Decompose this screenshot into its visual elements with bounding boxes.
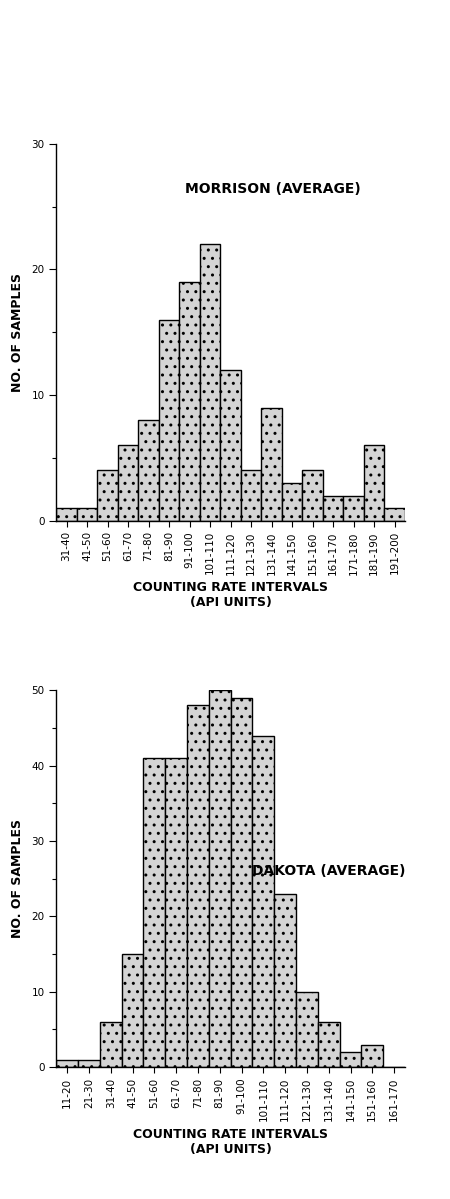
Bar <box>165 758 187 1067</box>
Bar <box>187 705 209 1067</box>
Bar <box>118 445 138 520</box>
Bar <box>138 420 159 520</box>
Bar <box>200 245 220 520</box>
Bar <box>361 1044 383 1067</box>
Bar <box>122 954 144 1067</box>
Text: DAKOTA (AVERAGE): DAKOTA (AVERAGE) <box>252 864 405 878</box>
Bar <box>296 992 318 1067</box>
Y-axis label: NO. OF SAMPLES: NO. OF SAMPLES <box>11 273 24 392</box>
Bar <box>159 320 180 520</box>
Bar <box>343 495 364 520</box>
Bar <box>56 508 77 520</box>
Bar <box>261 408 282 520</box>
Bar <box>340 1052 361 1067</box>
Bar <box>252 735 274 1067</box>
Bar <box>100 1022 122 1067</box>
Bar <box>230 698 252 1067</box>
Bar <box>384 508 405 520</box>
Bar <box>241 470 261 520</box>
X-axis label: COUNTING RATE INTERVALS
(API UNITS): COUNTING RATE INTERVALS (API UNITS) <box>133 1128 328 1156</box>
Bar <box>302 470 323 520</box>
Bar <box>282 483 302 520</box>
Bar <box>97 470 118 520</box>
Bar <box>318 1022 340 1067</box>
Bar <box>220 370 241 520</box>
Bar <box>209 691 230 1067</box>
X-axis label: COUNTING RATE INTERVALS
(API UNITS): COUNTING RATE INTERVALS (API UNITS) <box>133 582 328 609</box>
Bar <box>180 282 200 520</box>
Bar <box>274 893 296 1067</box>
Bar <box>323 495 343 520</box>
Bar <box>144 758 165 1067</box>
Bar <box>78 1060 100 1067</box>
Text: MORRISON (AVERAGE): MORRISON (AVERAGE) <box>184 182 360 197</box>
Y-axis label: NO. OF SAMPLES: NO. OF SAMPLES <box>11 819 24 938</box>
Bar <box>77 508 97 520</box>
Bar <box>56 1060 78 1067</box>
Bar <box>364 445 384 520</box>
